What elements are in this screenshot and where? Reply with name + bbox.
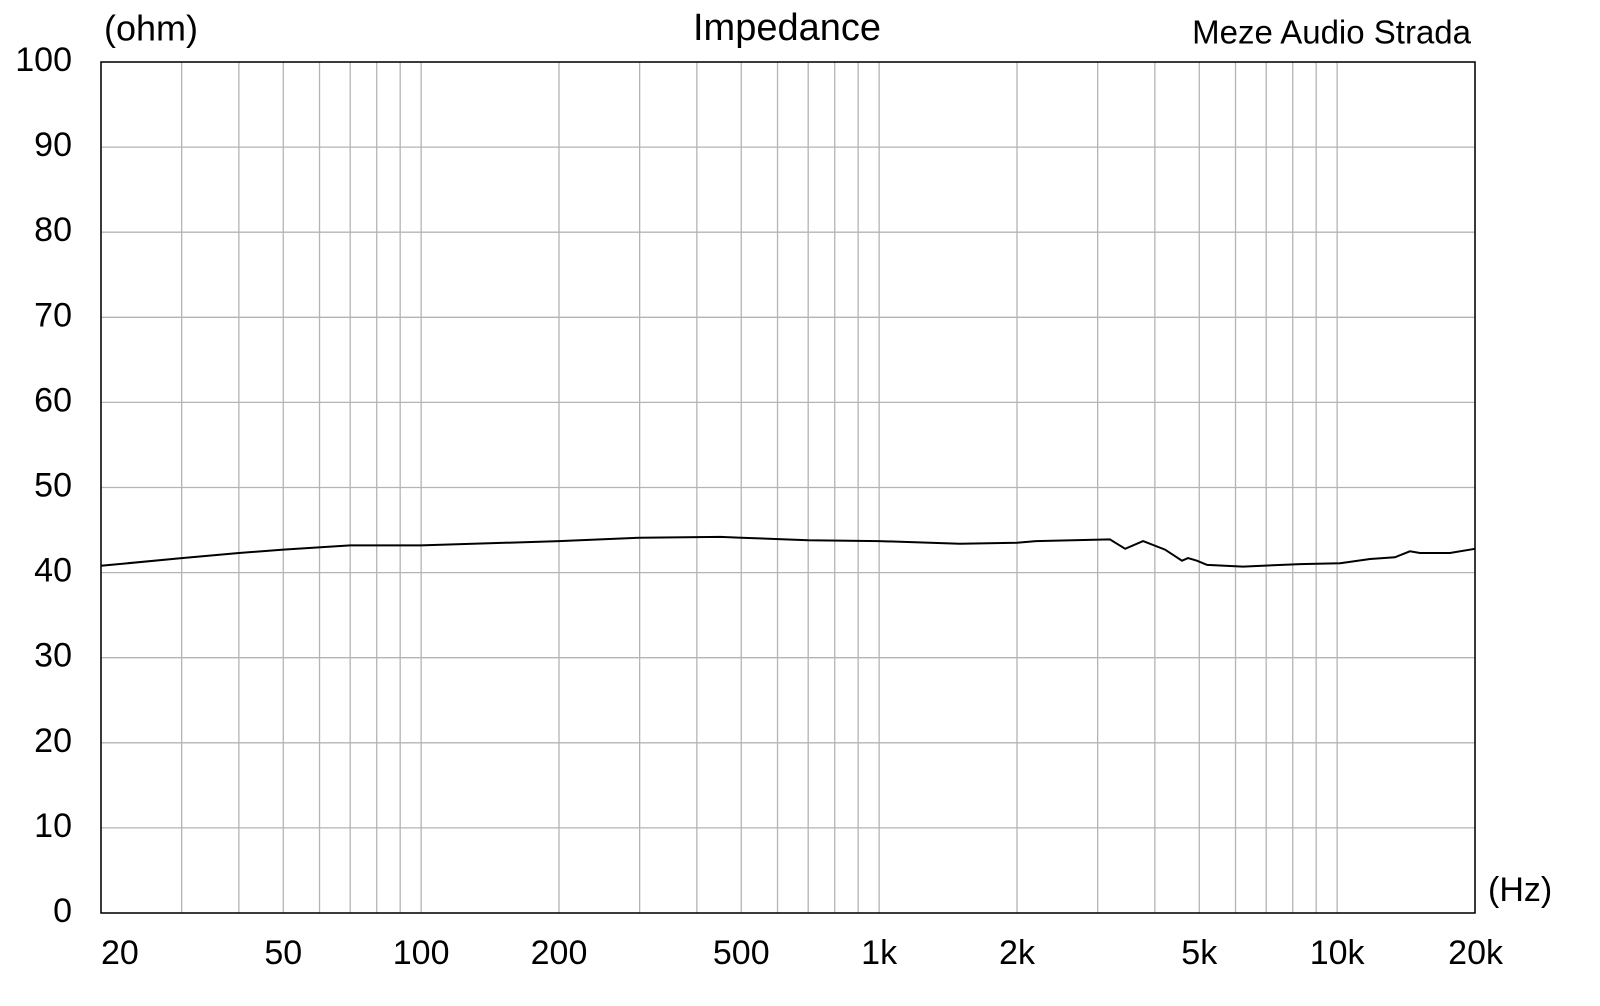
x-tick-label: 200	[531, 934, 588, 972]
y-tick-label: 80	[34, 211, 72, 249]
y-tick-label: 100	[15, 41, 72, 79]
y-tick-label: 60	[34, 381, 72, 419]
x-tick-label: 50	[264, 934, 302, 972]
x-tick-label: 2k	[999, 934, 1036, 972]
y-tick-label: 20	[34, 722, 72, 760]
chart-subtitle: Meze Audio Strada	[1192, 14, 1471, 51]
x-tick-label: 20k	[1448, 934, 1504, 972]
y-tick-label: 10	[34, 807, 72, 845]
x-tick-label: 20	[101, 934, 139, 972]
y-tick-label: 30	[34, 637, 72, 675]
data-line	[100, 535, 1476, 568]
x-tick-label: 5k	[1181, 934, 1218, 972]
y-tick-label: 70	[34, 296, 72, 334]
y-tick-label: 40	[34, 552, 72, 590]
y-axis-label: (ohm)	[104, 8, 198, 49]
x-tick-label: 100	[393, 934, 450, 972]
y-tick-label: 50	[34, 466, 72, 504]
x-tick-label: 1k	[861, 934, 898, 972]
chart-title: Impedance	[693, 7, 881, 49]
y-tick-label: 90	[34, 126, 72, 164]
plot-frame	[100, 61, 1476, 914]
y-tick-label: 0	[53, 892, 72, 930]
x-tick-label: 500	[713, 934, 770, 972]
x-tick-label: 10k	[1310, 934, 1366, 972]
x-axis-label: (Hz)	[1488, 871, 1552, 909]
